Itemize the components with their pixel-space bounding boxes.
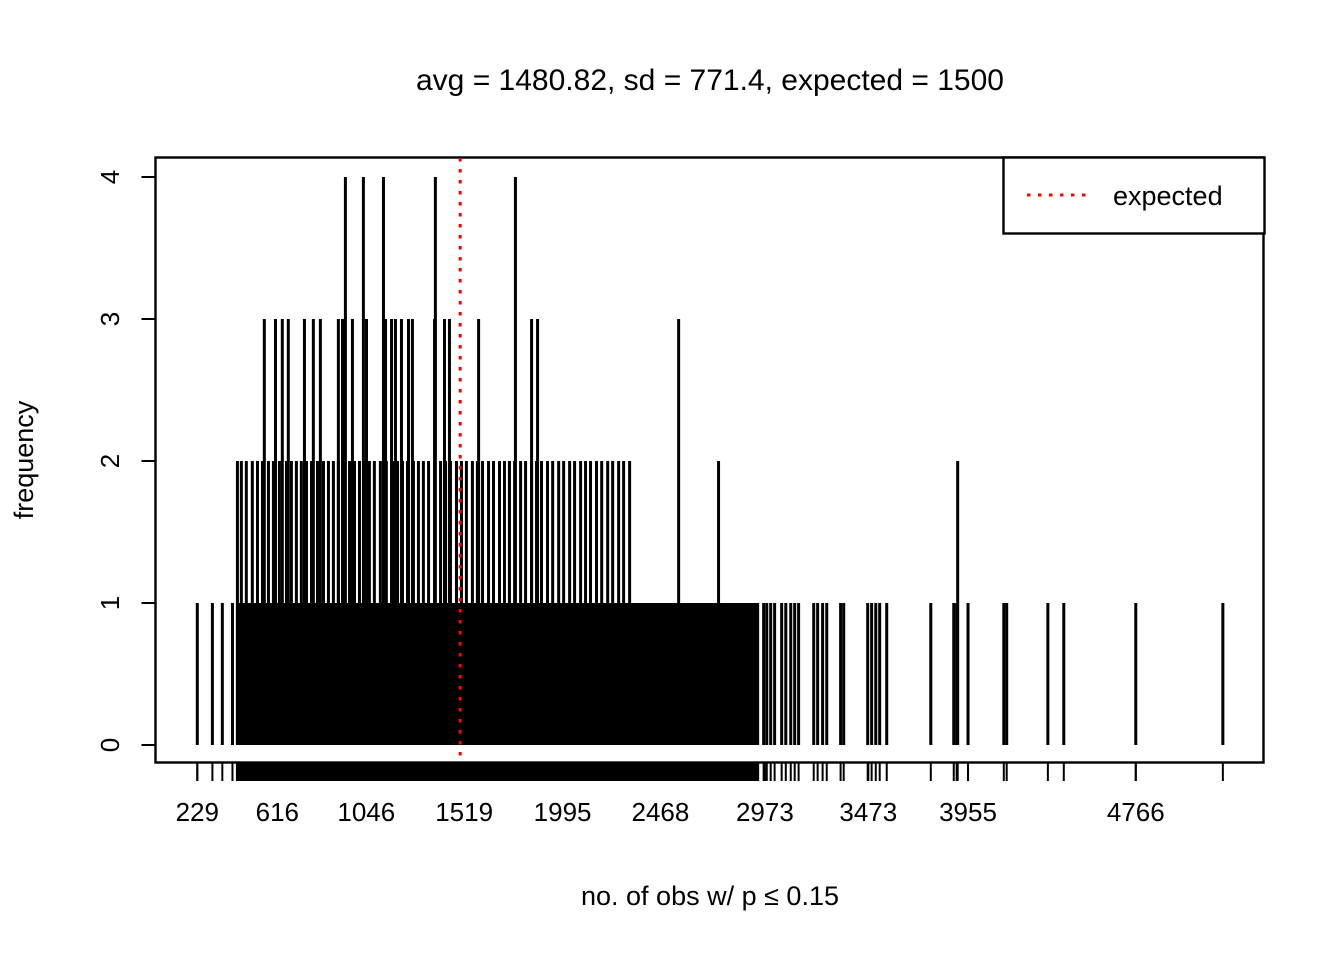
x-tick-label: 3473 bbox=[839, 797, 897, 827]
spikes-layer bbox=[195, 177, 1225, 745]
x-tick-label: 4766 bbox=[1107, 797, 1165, 827]
x-tick-label: 1995 bbox=[534, 797, 592, 827]
legend-box bbox=[1002, 156, 1266, 235]
rug-band bbox=[669, 763, 760, 781]
y-axis-layer: 0 1 2 3 4 bbox=[95, 170, 156, 752]
x-axis-title: no. of obs w/ p ≤ 0.15 bbox=[581, 881, 839, 911]
x-tick-label: 1519 bbox=[435, 797, 493, 827]
rug-layer bbox=[196, 763, 1224, 781]
x-tick-label: 229 bbox=[176, 797, 219, 827]
x-tick-label: 616 bbox=[256, 797, 299, 827]
legend: expected bbox=[1002, 156, 1266, 235]
x-tick-label: 2468 bbox=[632, 797, 690, 827]
y-axis-title: frequency bbox=[9, 400, 39, 519]
y-tick-label: 3 bbox=[95, 312, 125, 326]
rug-band bbox=[607, 763, 672, 781]
x-axis-layer: 229 616 1046 1519 1995 2468 2973 3473 3955 4766 bbox=[176, 763, 1165, 827]
x-tick-label: 3955 bbox=[939, 797, 997, 827]
y-tick-label: 1 bbox=[95, 596, 125, 610]
y-tick-label: 2 bbox=[95, 454, 125, 468]
chart-title: avg = 1480.82, sd = 771.4, expected = 15… bbox=[416, 64, 1004, 97]
y-tick-label: 4 bbox=[95, 170, 125, 184]
x-tick-label: 1046 bbox=[337, 797, 395, 827]
freq1-spike-band bbox=[669, 603, 760, 745]
legend-label: expected bbox=[1113, 181, 1223, 211]
y-tick-label: 0 bbox=[95, 738, 125, 752]
x-tick-label: 2973 bbox=[736, 797, 794, 827]
